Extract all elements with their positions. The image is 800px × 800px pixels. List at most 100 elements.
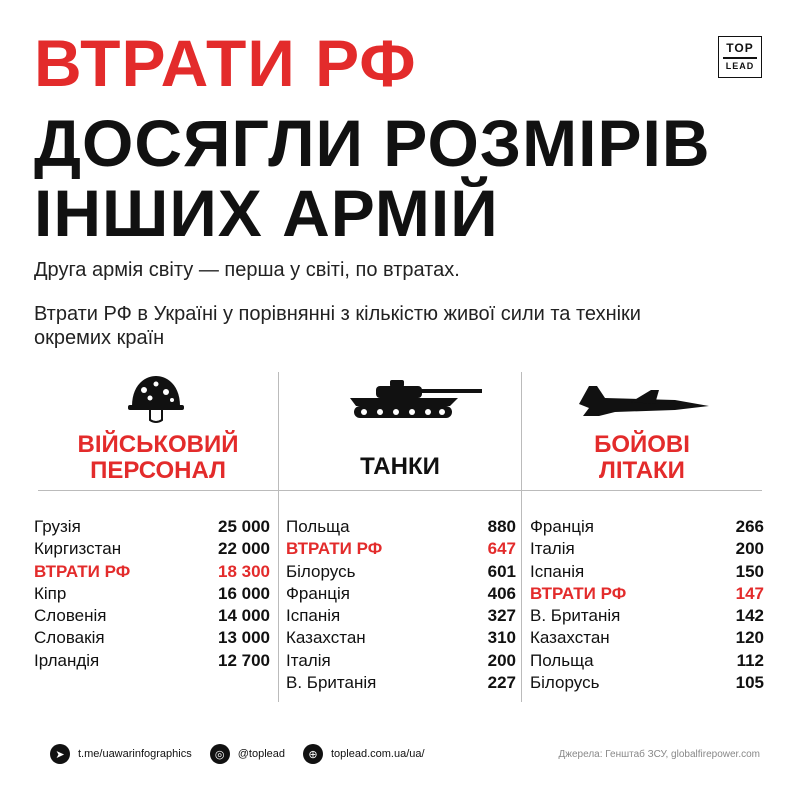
country-name: В. Британія (530, 606, 621, 626)
country-value: 18 300 (218, 561, 270, 581)
list-item: ВТРАТИ РФ 647 (286, 538, 516, 560)
website-text: toplead.com.ua/ua/ (331, 748, 425, 760)
country-name: Казахстан (530, 628, 610, 648)
list-item: Польща 112 (530, 650, 764, 672)
country-value: 142 (735, 606, 764, 626)
country-value: 327 (487, 606, 516, 626)
title-line-3: ІНШИХ АРМІЙ (34, 176, 499, 250)
country-name: Франція (530, 517, 594, 536)
jets-list: Франція 266 Італія 200 Іспанія 150 ВТРАТИ РФ 14… (530, 516, 764, 694)
logo-divider (723, 57, 757, 59)
list-item: Франція 406 (286, 583, 516, 605)
instagram-link[interactable]: ◎ @toplead (209, 744, 285, 764)
country-name: Італія (286, 650, 331, 670)
country-name: Іспанія (286, 606, 341, 626)
globe-icon: ⊕ (303, 744, 323, 764)
heading-personnel-line1: ВІЙСЬКОВИЙ (77, 431, 239, 458)
column-divider-2 (521, 372, 522, 702)
country-name: Білорусь (530, 673, 600, 693)
subtitle-secondary: Втрати РФ в Україні у порівнянні з кільк… (34, 303, 641, 349)
country-name: ВТРАТИ РФ (530, 583, 627, 603)
instagram-text: @toplead (237, 748, 285, 760)
country-name: Іспанія (530, 561, 585, 581)
title-line-2: ДОСЯГЛИ РОЗМІРІВ (34, 106, 711, 180)
country-name: Словенія (34, 606, 107, 626)
country-value: 147 (735, 583, 764, 603)
list-item: Іспанія 150 (530, 561, 764, 583)
list-item: В. Британія 142 (530, 605, 764, 627)
country-name: Франція (286, 583, 350, 603)
list-item: Грузія 25 000 (34, 516, 270, 538)
country-value: 150 (735, 561, 764, 581)
country-value: 406 (487, 583, 516, 603)
country-name: Польща (286, 517, 350, 536)
country-value: 105 (735, 673, 764, 693)
country-value: 16 000 (218, 583, 270, 603)
header-divider (38, 490, 762, 491)
country-value: 880 (487, 517, 516, 536)
list-item: Кіпр 16 000 (34, 583, 270, 605)
list-item: Киргизстан 22 000 (34, 538, 270, 560)
list-item: Франція 266 (530, 516, 764, 538)
heading-personnel: ВІЙСЬКОВИЙ ПЕРСОНАЛ (38, 432, 278, 484)
column-divider-1 (278, 372, 279, 702)
toplead-logo: TOP LEAD (718, 36, 762, 78)
country-value: 25 000 (218, 517, 270, 536)
list-item: Італія 200 (530, 538, 764, 560)
heading-jets-line1: БОЙОВІ (594, 431, 690, 458)
country-name: Словакія (34, 628, 105, 648)
heading-tanks-line1: ТАНКИ (360, 453, 440, 480)
country-name: В. Британія (286, 673, 377, 693)
country-value: 12 700 (218, 650, 270, 670)
list-item: Польща 880 (286, 516, 516, 538)
list-item: Білорусь 601 (286, 561, 516, 583)
country-value: 200 (487, 650, 516, 670)
country-value: 13 000 (218, 628, 270, 648)
tanks-list: Польща 880 ВТРАТИ РФ 647 Білорусь 601 Франція 4… (286, 516, 516, 694)
personnel-list: Грузія 25 000 Киргизстан 22 000 ВТРАТИ РФ 18 … (34, 516, 270, 672)
list-item: Ірландія 12 700 (34, 650, 270, 672)
country-name: Казахстан (286, 628, 366, 648)
telegram-link[interactable]: ➤ t.me/uawarinfographics (50, 744, 192, 764)
footer: ➤ t.me/uawarinfographics ◎ @toplead ⊕ to… (50, 742, 760, 766)
telegram-text: t.me/uawarinfographics (78, 748, 192, 760)
country-name: Білорусь (286, 561, 356, 581)
title-line-1: ВТРАТИ РФ (34, 26, 417, 100)
list-item: Іспанія 327 (286, 605, 516, 627)
country-name: Ірландія (34, 650, 100, 670)
country-value: 601 (487, 561, 516, 581)
country-name: ВТРАТИ РФ (286, 539, 383, 559)
heading-personnel-line2: ПЕРСОНАЛ (90, 457, 226, 484)
country-value: 310 (487, 628, 516, 648)
website-link[interactable]: ⊕ toplead.com.ua/ua/ (303, 744, 425, 764)
heading-jets: БОЙОВІ ЛІТАКИ (522, 432, 762, 484)
logo-bottom-text: LEAD (725, 60, 755, 71)
list-item: Казахстан 120 (530, 627, 764, 649)
source-note: Джерела: Генштаб ЗСУ, globalfirepower.co… (558, 748, 761, 760)
country-name: Польща (530, 650, 594, 670)
country-name: Італія (530, 539, 575, 559)
country-value: 112 (736, 650, 764, 670)
list-item: Словенія 14 000 (34, 605, 270, 627)
tank-icon (340, 376, 484, 425)
list-item: ВТРАТИ РФ 147 (530, 583, 764, 605)
list-item: Словакія 13 000 (34, 627, 270, 649)
helmet-icon (126, 372, 186, 429)
country-value: 266 (735, 517, 764, 536)
country-name: Киргизстан (34, 539, 122, 559)
country-name: ВТРАТИ РФ (34, 561, 131, 581)
fighter-jet-icon (575, 382, 715, 423)
country-value: 200 (735, 539, 764, 559)
instagram-icon: ◎ (209, 744, 230, 764)
list-item: В. Британія 227 (286, 672, 516, 694)
country-value: 120 (735, 628, 764, 648)
list-item: Казахстан 310 (286, 627, 516, 649)
country-value: 647 (487, 539, 516, 559)
list-item: Італія 200 (286, 650, 516, 672)
telegram-icon: ➤ (50, 744, 70, 764)
subtitle-primary: Друга армія світу — перша у світі, по вт… (34, 259, 460, 281)
list-item: ВТРАТИ РФ 18 300 (34, 561, 270, 583)
list-item: Білорусь 105 (530, 672, 764, 694)
country-value: 14 000 (218, 606, 270, 626)
country-name: Грузія (34, 517, 81, 536)
